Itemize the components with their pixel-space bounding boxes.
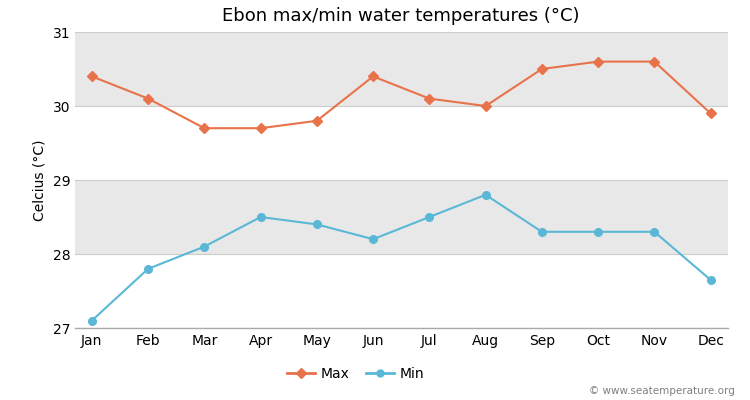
- Text: © www.seatemperature.org: © www.seatemperature.org: [590, 386, 735, 396]
- Title: Ebon max/min water temperatures (°C): Ebon max/min water temperatures (°C): [223, 7, 580, 25]
- Bar: [75, 106, 728, 180]
- Bar: [75, 180, 728, 254]
- Bar: [75, 32, 728, 106]
- Y-axis label: Celcius (°C): Celcius (°C): [33, 139, 47, 221]
- Bar: [75, 254, 728, 328]
- Legend: Max, Min: Max, Min: [281, 361, 430, 386]
